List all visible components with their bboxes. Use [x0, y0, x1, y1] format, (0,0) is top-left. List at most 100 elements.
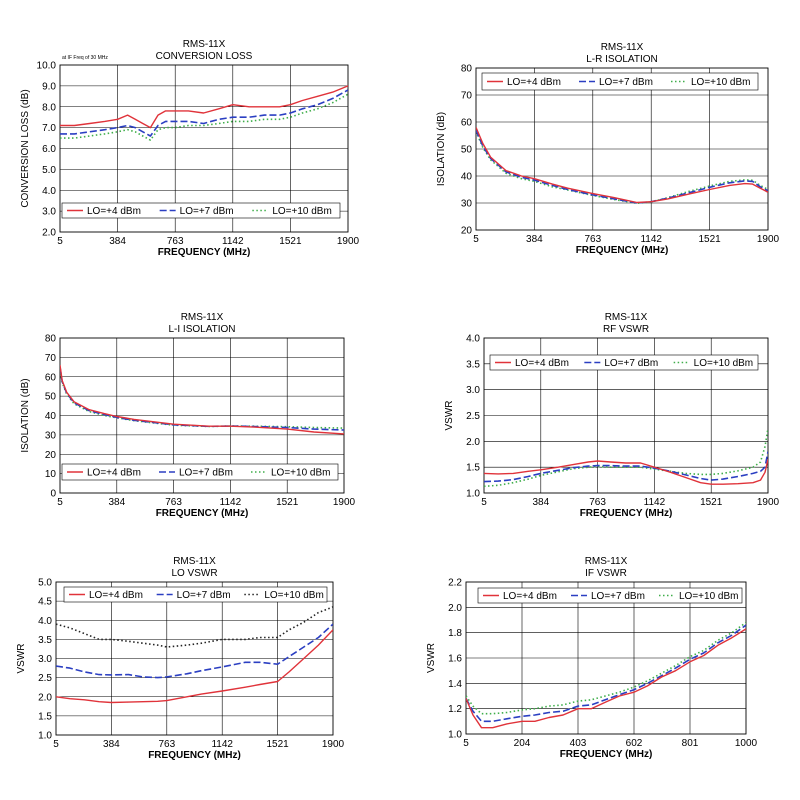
x-tick-label: 1521	[700, 497, 723, 508]
y-tick-label: 60	[45, 372, 57, 383]
y-tick-label: 10	[45, 469, 57, 480]
x-tick-label: 384	[109, 236, 126, 247]
y-tick-label: 70	[45, 353, 57, 364]
x-tick-label: 1142	[222, 236, 244, 247]
series-line-3	[60, 93, 348, 141]
legend-label: LO=+10 dBm	[264, 590, 323, 601]
series-line-1	[476, 127, 768, 204]
legend-box	[61, 202, 341, 219]
y-tick-label: 4.5	[38, 597, 52, 608]
series-line-2	[484, 451, 768, 483]
x-tick-label: 763	[167, 236, 184, 247]
x-tick-label: 763	[584, 234, 601, 245]
y-tick-label: 5.0	[38, 578, 52, 589]
y-tick-label: 3.5	[38, 635, 52, 646]
legend-label: LO=+7 dBm	[604, 358, 658, 369]
legend-label: LO=+7 dBm	[180, 206, 234, 217]
y-tick-label: 2.5	[38, 673, 52, 684]
y-tick-label: 8.0	[42, 102, 56, 113]
y-tick-label: 50	[45, 392, 57, 403]
y-tick-label: 40	[45, 411, 57, 422]
legend-label: LO=+7 dBm	[599, 77, 653, 88]
x-tick-label: 1142	[220, 497, 242, 508]
series-line-2	[60, 89, 348, 137]
y-tick-label: 1.0	[38, 731, 52, 742]
x-tick-label: 763	[589, 497, 606, 508]
legend-box	[481, 72, 759, 91]
legend-label: LO=+4 dBm	[87, 206, 141, 217]
chart-subtitle: CONVERSION LOSS	[156, 51, 253, 62]
y-tick-label: 0	[50, 489, 56, 500]
y-tick-label: 30	[461, 199, 473, 210]
legend-label: LO=+7 dBm	[179, 468, 233, 479]
y-tick-label: 3.0	[42, 207, 56, 218]
legend-label: LO=+10 dBm	[691, 77, 750, 88]
legend-label: LO=+4 dBm	[515, 358, 569, 369]
y-tick-label: 2.0	[466, 437, 480, 448]
x-tick-label: 1900	[757, 497, 780, 508]
y-tick-label: 1.8	[448, 628, 462, 639]
x-tick-label: 763	[158, 739, 175, 750]
legend-label: LO=+10 dBm	[694, 358, 753, 369]
y-tick-label: 20	[45, 450, 57, 461]
x-tick-label: 5	[53, 739, 59, 750]
series-line-2	[56, 623, 333, 679]
chart-subtitle: LO VSWR	[171, 568, 217, 579]
y-tick-label: 5.0	[42, 165, 56, 176]
x-tick-label: 384	[103, 739, 120, 750]
series-line-3	[56, 606, 333, 648]
y-tick-label: 9.0	[42, 81, 56, 92]
legend-label: LO=+4 dBm	[87, 468, 141, 479]
legend-label: LO=+10 dBm	[679, 591, 738, 602]
x-tick-label: 384	[108, 497, 125, 508]
y-axis-label: ISOLATION (dB)	[436, 112, 447, 186]
x-tick-label: 384	[526, 234, 543, 245]
legend-box	[489, 354, 759, 371]
legend-label: LO=+7 dBm	[591, 591, 645, 602]
x-tick-label: 204	[514, 738, 531, 749]
y-tick-label: 60	[461, 118, 473, 129]
x-tick-label: 384	[532, 497, 549, 508]
y-axis-label: VSWR	[16, 644, 27, 674]
y-tick-label: 20	[461, 226, 473, 237]
y-axis-label: VSWR	[444, 401, 455, 431]
legend-box	[61, 463, 339, 481]
x-axis-label: FREQUENCY (MHz)	[156, 508, 249, 519]
x-tick-label: 1142	[211, 739, 233, 750]
chart-title: RMS-11X	[173, 556, 216, 567]
chart-title: RMS-11X	[605, 312, 648, 323]
plot-frame	[475, 67, 769, 231]
chart-subtitle: RF VSWR	[603, 324, 649, 335]
x-axis-label: FREQUENCY (MHz)	[576, 245, 669, 256]
y-tick-label: 30	[45, 430, 57, 441]
plot-frame	[55, 581, 334, 736]
series-line-3	[60, 368, 344, 429]
chart-subtitle: L-I ISOLATION	[168, 324, 235, 335]
series-line-1	[56, 629, 333, 704]
plot-frame	[483, 337, 769, 494]
y-tick-label: 50	[461, 145, 473, 156]
y-tick-label: 2.2	[448, 578, 462, 589]
y-tick-label: 4.0	[466, 334, 480, 345]
x-tick-label: 5	[463, 738, 469, 749]
x-tick-label: 1900	[757, 234, 780, 245]
chart-title: RMS-11X	[585, 556, 628, 567]
x-tick-label: 1142	[644, 497, 666, 508]
x-tick-label: 403	[570, 738, 587, 749]
y-tick-label: 1.6	[448, 654, 462, 665]
plot-frame	[59, 64, 349, 233]
x-tick-label: 1900	[322, 739, 345, 750]
x-tick-label: 5	[473, 234, 479, 245]
series-line-1	[466, 628, 746, 729]
series-line-2	[466, 624, 746, 723]
y-axis-label: CONVERSION LOSS (dB)	[20, 89, 31, 207]
y-tick-label: 40	[461, 172, 473, 183]
x-tick-label: 5	[57, 497, 63, 508]
y-axis-label: ISOLATION (dB)	[20, 378, 31, 452]
series-line-3	[476, 131, 768, 205]
